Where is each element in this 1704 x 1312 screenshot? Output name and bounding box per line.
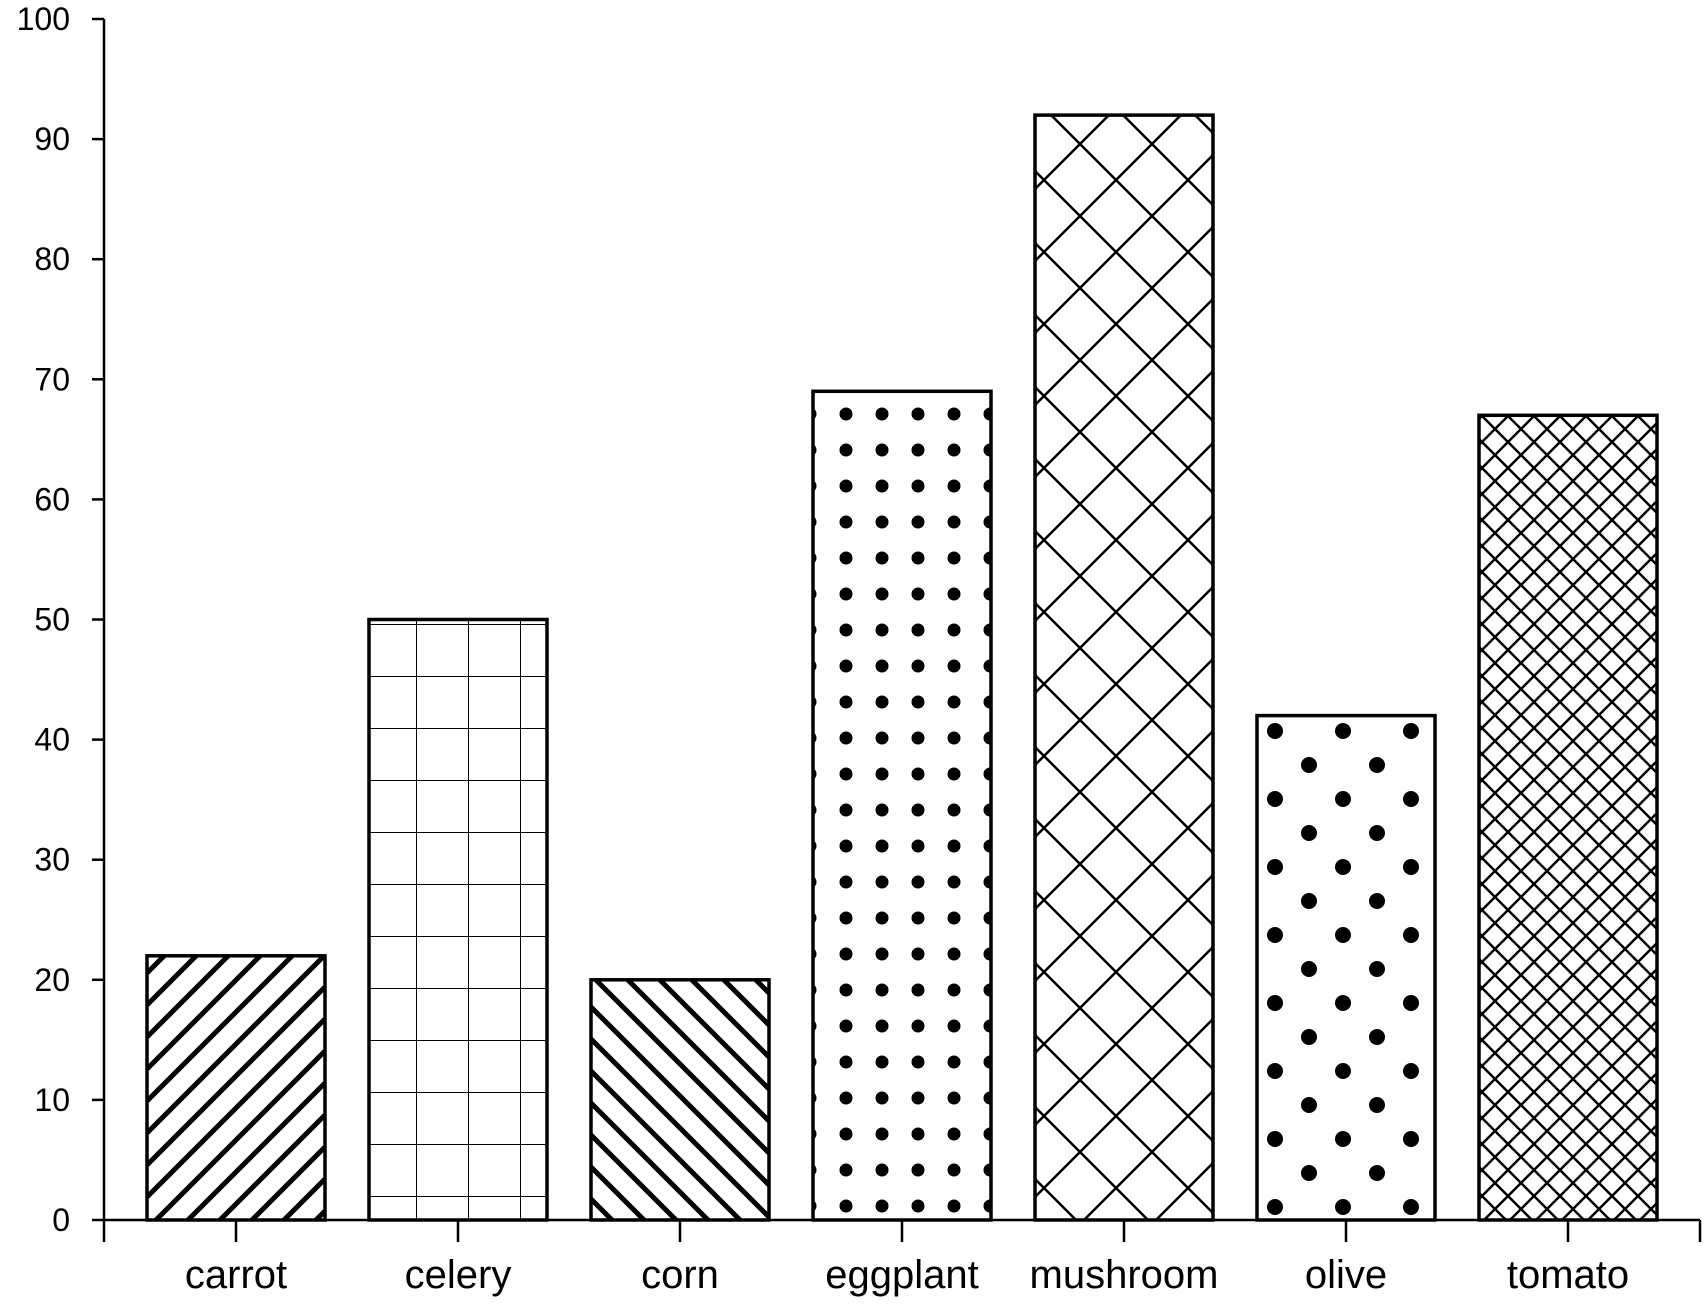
bar-mushroom (1033, 113, 1215, 1222)
bar-carrot (145, 954, 327, 1222)
x-tick-label: celery (405, 1253, 512, 1297)
bar-corn (589, 978, 771, 1222)
x-tick-label: corn (641, 1253, 719, 1297)
y-tick-label: 0 (52, 1202, 70, 1238)
axes: 0 10 20 30 40 50 60 70 80 90 100 carrot celery corn eg… (17, 1, 1702, 1297)
x-tick-label: carrot (185, 1253, 287, 1297)
y-tick-label: 20 (34, 962, 70, 998)
bar-eggplant (811, 389, 993, 1222)
x-tick-label: olive (1305, 1253, 1387, 1297)
bar-tomato (1477, 413, 1659, 1222)
y-tick-label: 10 (34, 1082, 70, 1118)
x-tick-label: tomato (1507, 1253, 1629, 1297)
y-tick-label: 80 (34, 241, 70, 277)
y-tick-label: 50 (34, 602, 70, 638)
bars-layer (145, 113, 1659, 1222)
y-tick-label: 30 (34, 842, 70, 878)
bar-olive (1255, 713, 1437, 1222)
x-tick-label: eggplant (825, 1253, 978, 1297)
x-tick-label: mushroom (1030, 1253, 1219, 1297)
y-tick-label: 100 (17, 1, 70, 37)
bar-celery (367, 617, 549, 1222)
y-tick-label: 90 (34, 121, 70, 157)
y-tick-label: 60 (34, 481, 70, 517)
y-tick-label: 70 (34, 361, 70, 397)
y-tick-label: 40 (34, 722, 70, 758)
